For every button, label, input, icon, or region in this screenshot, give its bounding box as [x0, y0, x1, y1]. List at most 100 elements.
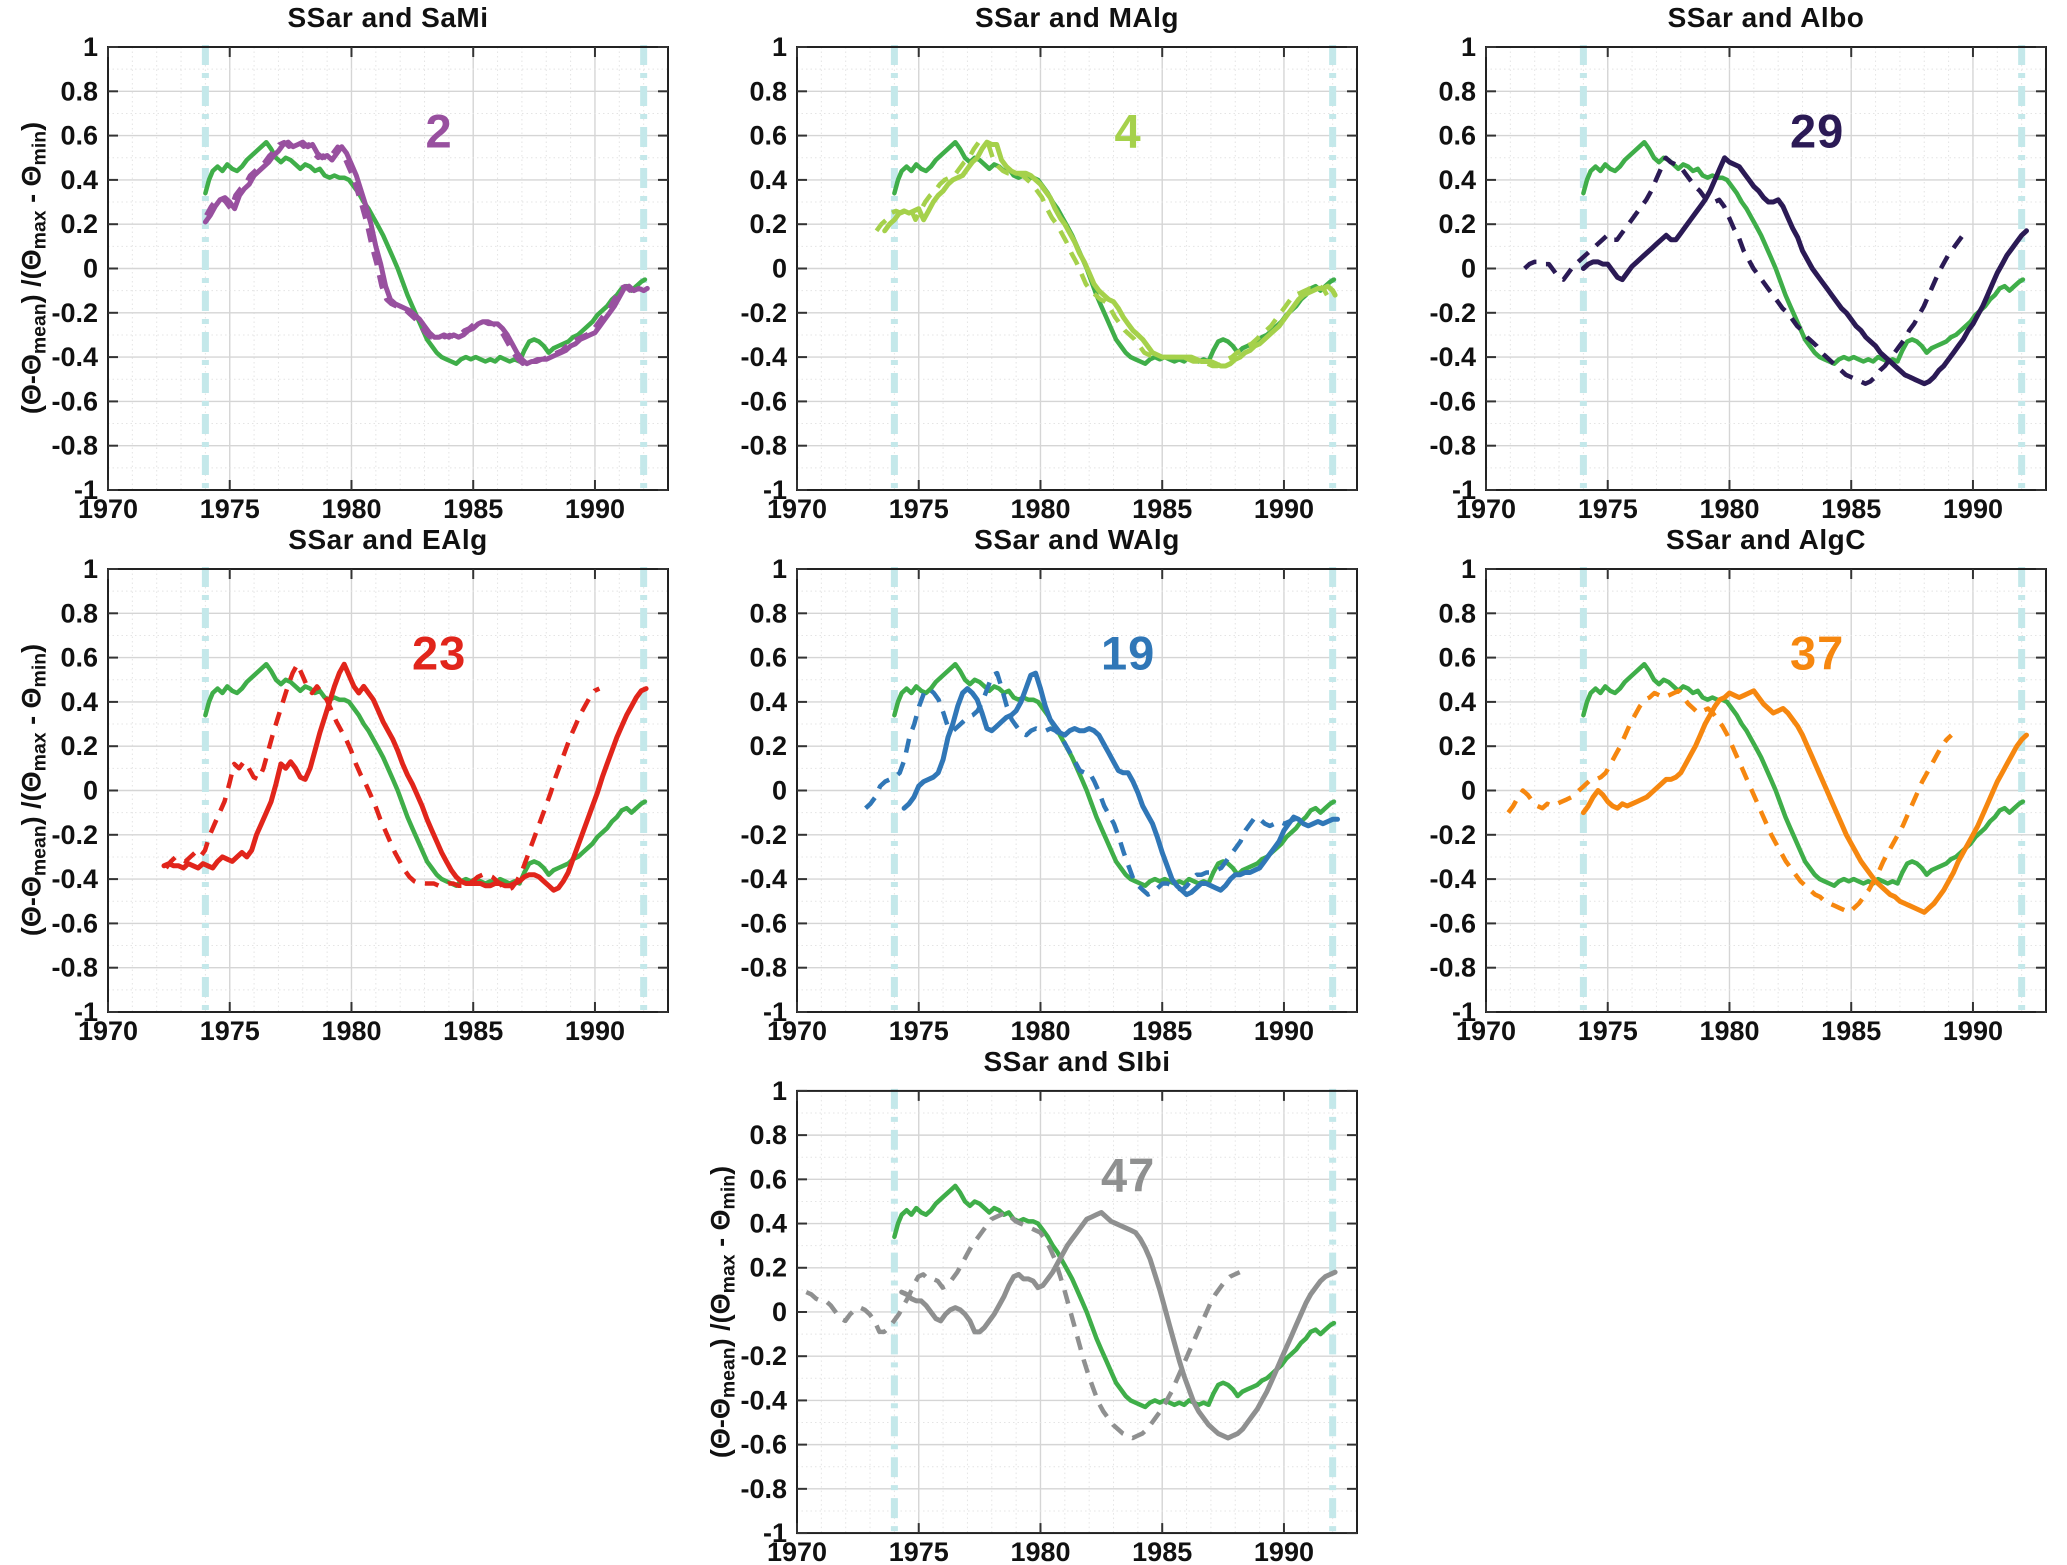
svg-text:1990: 1990	[1943, 494, 2003, 522]
subplot-title: SSar and AlgC	[1666, 524, 1866, 555]
subplot-title: SSar and EAlg	[288, 524, 488, 555]
svg-text:1970: 1970	[767, 1016, 827, 1044]
svg-text:0.2: 0.2	[749, 1253, 787, 1283]
svg-text:0.6: 0.6	[60, 121, 98, 151]
subplot-title: SSar and SaMi	[287, 2, 489, 33]
svg-text:1980: 1980	[321, 1016, 381, 1044]
svg-text:1985: 1985	[1132, 1016, 1192, 1044]
svg-text:-0.6: -0.6	[740, 386, 787, 416]
svg-text:0.2: 0.2	[60, 209, 98, 239]
svg-text:-0.8: -0.8	[740, 431, 787, 461]
svg-text:-0.4: -0.4	[740, 1385, 787, 1415]
plot-area: 1970 1975 1980 1985 1990 1 0.8 0.6 0.4 0.2 0 -0.2 -0…	[740, 1076, 1358, 1565]
lag-annotation: 4	[1114, 104, 1142, 158]
svg-text:1: 1	[83, 32, 98, 62]
subplot-ssar-ealg: SSar and EAlg (Θ-Θmean) /(Θmax - Θmin) 1…	[0, 522, 689, 1044]
svg-text:0: 0	[1461, 776, 1476, 806]
svg-text:1980: 1980	[1010, 1016, 1070, 1044]
subplot-title: SSar and MAlg	[974, 2, 1180, 33]
plot-area: 1970 1975 1980 1985 1990 1 0.8 0.6 0.4 0.2 0 -0.2 -0…	[1429, 32, 2047, 522]
svg-text:0: 0	[772, 776, 787, 806]
subplot-ssar-algc: SSar and AlgC 1970 1975 1980 1985 1990 1 0.8 0.…	[1378, 522, 2067, 1044]
svg-text:0.6: 0.6	[749, 1164, 787, 1194]
svg-text:0.4: 0.4	[749, 165, 787, 195]
svg-text:-1: -1	[74, 475, 98, 505]
plot-area: 1970 1975 1980 1985 1990 1 0.8 0.6 0.4 0.2 0 -0.2 -0…	[51, 32, 669, 522]
svg-text:0.6: 0.6	[1438, 121, 1476, 151]
svg-text:1990: 1990	[1943, 1016, 2003, 1044]
svg-text:1970: 1970	[78, 494, 138, 522]
svg-text:1975: 1975	[200, 494, 260, 522]
svg-text:0.2: 0.2	[60, 731, 98, 761]
svg-text:1: 1	[1461, 32, 1476, 62]
svg-text:-0.4: -0.4	[51, 864, 98, 894]
lag-annotation: 47	[1100, 1148, 1156, 1202]
svg-text:0: 0	[772, 254, 787, 284]
svg-text:0.2: 0.2	[1438, 209, 1476, 239]
svg-text:-0.8: -0.8	[1429, 431, 1476, 461]
svg-text:-1: -1	[763, 997, 787, 1027]
svg-text:1970: 1970	[767, 1537, 827, 1565]
svg-text:0.6: 0.6	[60, 643, 98, 673]
svg-text:-0.8: -0.8	[51, 953, 98, 983]
svg-text:1975: 1975	[1578, 494, 1638, 522]
lag-annotation: 29	[1789, 104, 1845, 158]
svg-text:1975: 1975	[889, 494, 949, 522]
svg-text:0.4: 0.4	[1438, 165, 1476, 195]
svg-text:1980: 1980	[1699, 494, 1759, 522]
svg-text:0.6: 0.6	[749, 121, 787, 151]
svg-text:0.8: 0.8	[60, 598, 98, 628]
svg-text:-0.4: -0.4	[740, 342, 787, 372]
subplot-ssar-sibi: SSar and SIbi (Θ-Θmean) /(Θmax - Θmin) 1…	[689, 1044, 1378, 1565]
svg-text:0.2: 0.2	[1438, 731, 1476, 761]
svg-text:1990: 1990	[1254, 1537, 1314, 1565]
svg-text:0.2: 0.2	[749, 731, 787, 761]
plot-area: 1970 1975 1980 1985 1990 1 0.8 0.6 0.4 0.2 0 -0.2 -0…	[740, 32, 1358, 522]
svg-text:1985: 1985	[1821, 494, 1881, 522]
svg-text:-1: -1	[74, 997, 98, 1027]
svg-text:-0.2: -0.2	[1429, 820, 1476, 850]
svg-text:0.2: 0.2	[749, 209, 787, 239]
svg-text:0.8: 0.8	[749, 76, 787, 106]
svg-text:-0.6: -0.6	[740, 1430, 787, 1460]
svg-text:1980: 1980	[1699, 1016, 1759, 1044]
svg-text:0.6: 0.6	[749, 643, 787, 673]
svg-text:-0.6: -0.6	[51, 908, 98, 938]
svg-text:0.4: 0.4	[749, 1209, 787, 1239]
svg-text:0.4: 0.4	[749, 687, 787, 717]
svg-text:0.8: 0.8	[60, 76, 98, 106]
svg-text:0: 0	[83, 776, 98, 806]
svg-text:1990: 1990	[1254, 494, 1314, 522]
svg-text:0: 0	[1461, 254, 1476, 284]
svg-text:1: 1	[772, 554, 787, 584]
subplot-ssar-sami: SSar and SaMi (Θ-Θmean) /(Θmax - Θmin) 1…	[0, 0, 689, 522]
svg-text:0.4: 0.4	[60, 687, 98, 717]
svg-text:1970: 1970	[78, 1016, 138, 1044]
svg-text:0.4: 0.4	[1438, 687, 1476, 717]
lag-annotation: 2	[425, 104, 453, 158]
svg-text:-0.6: -0.6	[51, 386, 98, 416]
svg-text:-0.6: -0.6	[1429, 908, 1476, 938]
subplot-title: SSar and Albo	[1667, 2, 1865, 33]
svg-text:0.4: 0.4	[60, 165, 98, 195]
svg-text:-0.8: -0.8	[1429, 953, 1476, 983]
svg-text:-0.2: -0.2	[51, 298, 98, 328]
svg-text:1985: 1985	[1821, 1016, 1881, 1044]
svg-text:-0.2: -0.2	[51, 820, 98, 850]
svg-text:1980: 1980	[1010, 1537, 1070, 1565]
svg-text:1975: 1975	[889, 1016, 949, 1044]
plot-area: 1970 1975 1980 1985 1990 1 0.8 0.6 0.4 0.2 0 -0.2 -0…	[740, 554, 1358, 1044]
svg-text:1: 1	[1461, 554, 1476, 584]
svg-text:-1: -1	[763, 1518, 787, 1548]
subplot-ssar-malg: SSar and MAlg 1970 1975 1980 1985 1990 1 0.8 0.…	[689, 0, 1378, 522]
svg-text:-0.8: -0.8	[51, 431, 98, 461]
svg-text:0.6: 0.6	[1438, 643, 1476, 673]
svg-text:1: 1	[83, 554, 98, 584]
svg-text:-0.6: -0.6	[1429, 386, 1476, 416]
svg-text:1985: 1985	[1132, 494, 1192, 522]
svg-text:-0.6: -0.6	[740, 908, 787, 938]
svg-text:1980: 1980	[321, 494, 381, 522]
svg-text:1975: 1975	[1578, 1016, 1638, 1044]
svg-text:-0.2: -0.2	[740, 298, 787, 328]
